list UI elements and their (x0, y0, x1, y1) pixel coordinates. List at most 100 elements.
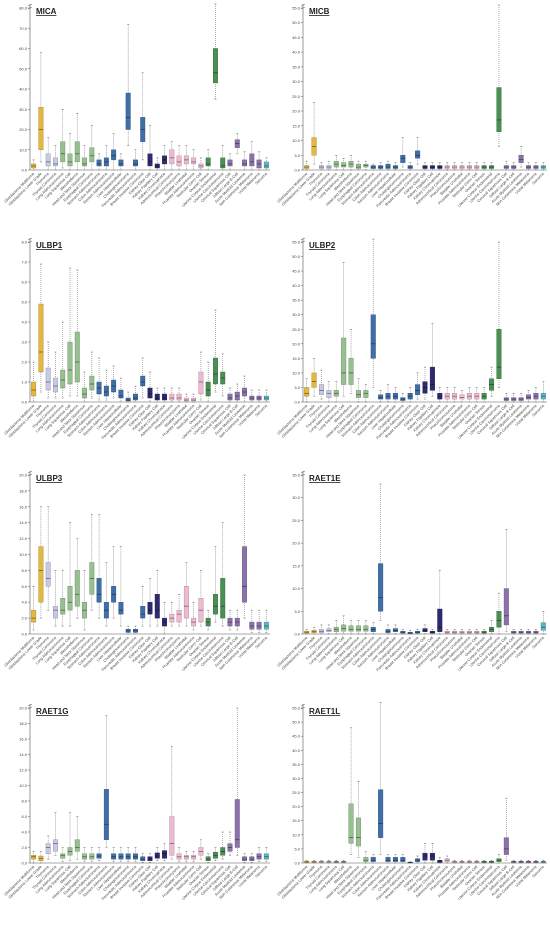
panel-title: MICA (36, 7, 57, 16)
box-iqr (89, 375, 95, 391)
y-tick-label: 20.0 (292, 341, 301, 346)
y-tick-label: 0.0 (21, 400, 27, 405)
y-tick-label: 7.0 (21, 260, 27, 265)
y-tick-label: 35.0 (292, 762, 301, 767)
box-iqr (205, 157, 211, 167)
box-iqr (111, 853, 117, 860)
y-tick-label: 70.0 (19, 26, 28, 31)
panel-micb: MICB 0.0 5.0 10.0 15.0 20.0 25.0 30.0 35.0 40.0 45… (277, 3, 547, 208)
y-tick-label: 16.0 (19, 737, 28, 742)
x-tick-label: Glioblastoma Multiforme (277, 172, 309, 204)
box-iqr (503, 837, 509, 855)
box-iqr (415, 150, 421, 159)
y-tick-label: 20.0 (19, 473, 28, 478)
y-tick-label: 16.0 (19, 504, 28, 509)
y-tick-label: 50.0 (292, 254, 301, 259)
y-tick-label: 40.0 (292, 283, 301, 288)
y-tick-label: 50.0 (292, 720, 301, 725)
box-iqr (45, 843, 51, 854)
box-iqr (53, 157, 58, 167)
box-32: Sarcoma (254, 389, 269, 417)
y-tick-label: 15.0 (292, 563, 301, 568)
y-tick-label: 0.0 (21, 168, 27, 173)
box-iqr (400, 857, 406, 862)
y-tick-label: 25.0 (292, 790, 301, 795)
y-tick-label: 80.0 (19, 6, 28, 11)
box-iqr (125, 853, 131, 860)
box-iqr (227, 393, 233, 401)
box-iqr (74, 570, 80, 607)
y-tick-label: 14.0 (19, 752, 28, 757)
box-iqr (263, 853, 269, 860)
y-tick-label: 1.0 (21, 380, 27, 385)
y-tick-label: 20.0 (19, 127, 28, 132)
y-tick-label: 45.0 (292, 269, 301, 274)
box-iqr (355, 625, 361, 632)
box-iqr (31, 381, 37, 397)
y-tick-label: 45.0 (292, 734, 301, 739)
y-tick-label: 10.0 (292, 832, 301, 837)
y-tick-label: 0.0 (294, 632, 300, 637)
box-iqr (242, 856, 247, 861)
box-iqr (263, 161, 269, 169)
y-tick-label: 10.0 (19, 783, 28, 788)
y-tick-label: 6.0 (21, 584, 27, 589)
y-tick-label: 20.0 (292, 541, 301, 546)
box-iqr (154, 852, 160, 859)
box-iqr (125, 397, 131, 402)
panel-raet1l: RAET1L 0.0 5.0 10.0 15.0 20.0 25.0 30.0 35.0 40.0… (277, 702, 547, 901)
box-iqr (496, 87, 502, 132)
panel-ulbp2: ULBP2 0.0 5.0 10.0 15.0 20.0 25.0 30.0 35.0 40.0 4… (277, 237, 547, 440)
box-iqr (220, 157, 226, 169)
y-tick-label: 0.0 (294, 861, 300, 866)
x-tick-label: Glioblastoma Multiforme (277, 404, 309, 436)
panel-title: MICB (309, 7, 330, 16)
panel-mica: MICA 0.0 10.0 20.0 30.0 40.0 50.0 60.0 70.0 80.0 G… (4, 3, 270, 208)
y-tick-label: 40.0 (19, 87, 28, 92)
box-13: Cholangiocarcinoma (103, 23, 131, 199)
box-iqr (191, 855, 197, 860)
box-iqr (74, 141, 80, 163)
box-iqr (415, 384, 421, 395)
y-tick-label: 10.0 (292, 370, 301, 375)
box-iqr (67, 153, 73, 167)
box-iqr (249, 153, 255, 167)
y-tick-label: 14.0 (19, 520, 28, 525)
y-tick-label: 8.0 (21, 568, 27, 573)
box-iqr (176, 393, 182, 401)
box-iqr (96, 578, 102, 603)
box-28: Diffuse Large B-Cell (212, 707, 240, 892)
y-tick-label: 55.0 (292, 6, 301, 11)
y-tick-label: 35.0 (292, 473, 301, 478)
box-iqr (31, 609, 37, 623)
box-iqr (242, 159, 247, 167)
y-tick-label: 20.0 (19, 706, 28, 711)
box-iqr (429, 366, 435, 391)
y-tick-label: 5.0 (21, 300, 27, 305)
box-iqr (540, 622, 546, 631)
box-iqr (169, 816, 175, 856)
y-tick-label: 30.0 (292, 312, 301, 317)
box-iqr (355, 163, 361, 169)
panel-ulbp3: ULBP3 0.0 2.0 4.0 6.0 8.0 10.0 12.0 14.0 16.0 18.0… (4, 470, 270, 672)
box-iqr (118, 853, 124, 860)
box-iqr (326, 390, 332, 398)
box-iqr (89, 853, 95, 860)
box-iqr (242, 546, 247, 603)
box-iqr (355, 817, 361, 847)
box-iqr (82, 387, 87, 399)
box-iqr (132, 393, 138, 401)
y-tick-label: 0.0 (294, 400, 300, 405)
y-tick-label: 30.0 (292, 776, 301, 781)
y-tick-label: 25.0 (292, 94, 301, 99)
box-iqr (45, 562, 51, 587)
box-iqr (205, 856, 211, 861)
box-iqr (169, 393, 175, 401)
panel-title: RAET1L (309, 707, 340, 716)
box-iqr (67, 586, 73, 611)
box-iqr (220, 578, 226, 619)
box-iqr (176, 609, 182, 623)
box-32: Sarcoma (531, 381, 546, 417)
box-iqr (60, 369, 66, 389)
y-tick-label: 4.0 (21, 600, 27, 605)
